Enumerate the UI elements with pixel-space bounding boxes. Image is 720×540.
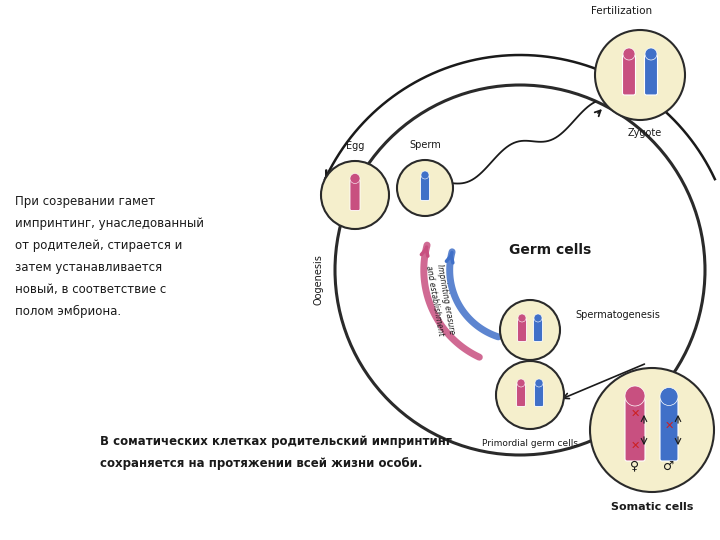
Text: затем устанавливается: затем устанавливается bbox=[15, 261, 162, 274]
Circle shape bbox=[625, 386, 645, 406]
Text: Spermatogenesis: Spermatogenesis bbox=[575, 310, 660, 320]
FancyBboxPatch shape bbox=[516, 383, 526, 407]
Text: ♂: ♂ bbox=[663, 460, 675, 472]
FancyBboxPatch shape bbox=[350, 179, 360, 211]
Circle shape bbox=[534, 314, 542, 322]
Circle shape bbox=[321, 161, 389, 229]
Text: Zygote: Zygote bbox=[628, 128, 662, 138]
Circle shape bbox=[645, 48, 657, 60]
Circle shape bbox=[397, 160, 453, 216]
Text: ✕: ✕ bbox=[630, 409, 639, 419]
Text: Primordial germ cells: Primordial germ cells bbox=[482, 439, 578, 448]
FancyBboxPatch shape bbox=[660, 399, 678, 461]
FancyBboxPatch shape bbox=[644, 55, 657, 95]
Text: ♀: ♀ bbox=[631, 460, 639, 472]
Circle shape bbox=[517, 379, 525, 387]
FancyBboxPatch shape bbox=[623, 55, 636, 95]
Circle shape bbox=[496, 361, 564, 429]
Circle shape bbox=[535, 379, 543, 387]
Text: ✕: ✕ bbox=[630, 441, 639, 451]
Circle shape bbox=[421, 171, 429, 179]
Text: В соматических клетках родительский импринтинг: В соматических клетках родительский импр… bbox=[100, 435, 452, 448]
Text: Imprinting erasure
and establishment: Imprinting erasure and establishment bbox=[424, 264, 456, 337]
Text: Germ cells: Germ cells bbox=[509, 243, 591, 257]
Circle shape bbox=[518, 314, 526, 322]
Text: Somatic cells: Somatic cells bbox=[611, 502, 693, 512]
Circle shape bbox=[623, 48, 635, 60]
Text: Oogenesis: Oogenesis bbox=[313, 254, 323, 306]
Text: сохраняется на протяжении всей жизни особи.: сохраняется на протяжении всей жизни осо… bbox=[100, 457, 423, 470]
FancyBboxPatch shape bbox=[420, 176, 430, 200]
Text: Fertilization: Fertilization bbox=[591, 6, 652, 16]
FancyBboxPatch shape bbox=[518, 319, 526, 341]
Text: импринтинг, унаследованный: импринтинг, унаследованный bbox=[15, 217, 204, 230]
FancyBboxPatch shape bbox=[534, 319, 542, 341]
Text: При созревании гамет: При созревании гамет bbox=[15, 195, 155, 208]
Circle shape bbox=[660, 388, 678, 406]
Text: от родителей, стирается и: от родителей, стирается и bbox=[15, 239, 182, 252]
Circle shape bbox=[350, 173, 360, 184]
FancyBboxPatch shape bbox=[534, 383, 544, 407]
Text: Sperm: Sperm bbox=[409, 140, 441, 150]
Text: новый, в соответствие с: новый, в соответствие с bbox=[15, 283, 166, 296]
Circle shape bbox=[590, 368, 714, 492]
Circle shape bbox=[595, 30, 685, 120]
FancyBboxPatch shape bbox=[625, 399, 645, 461]
Text: ✕: ✕ bbox=[665, 421, 674, 431]
Text: Egg: Egg bbox=[346, 141, 364, 151]
Circle shape bbox=[500, 300, 560, 360]
Text: полом эмбриона.: полом эмбриона. bbox=[15, 305, 121, 318]
